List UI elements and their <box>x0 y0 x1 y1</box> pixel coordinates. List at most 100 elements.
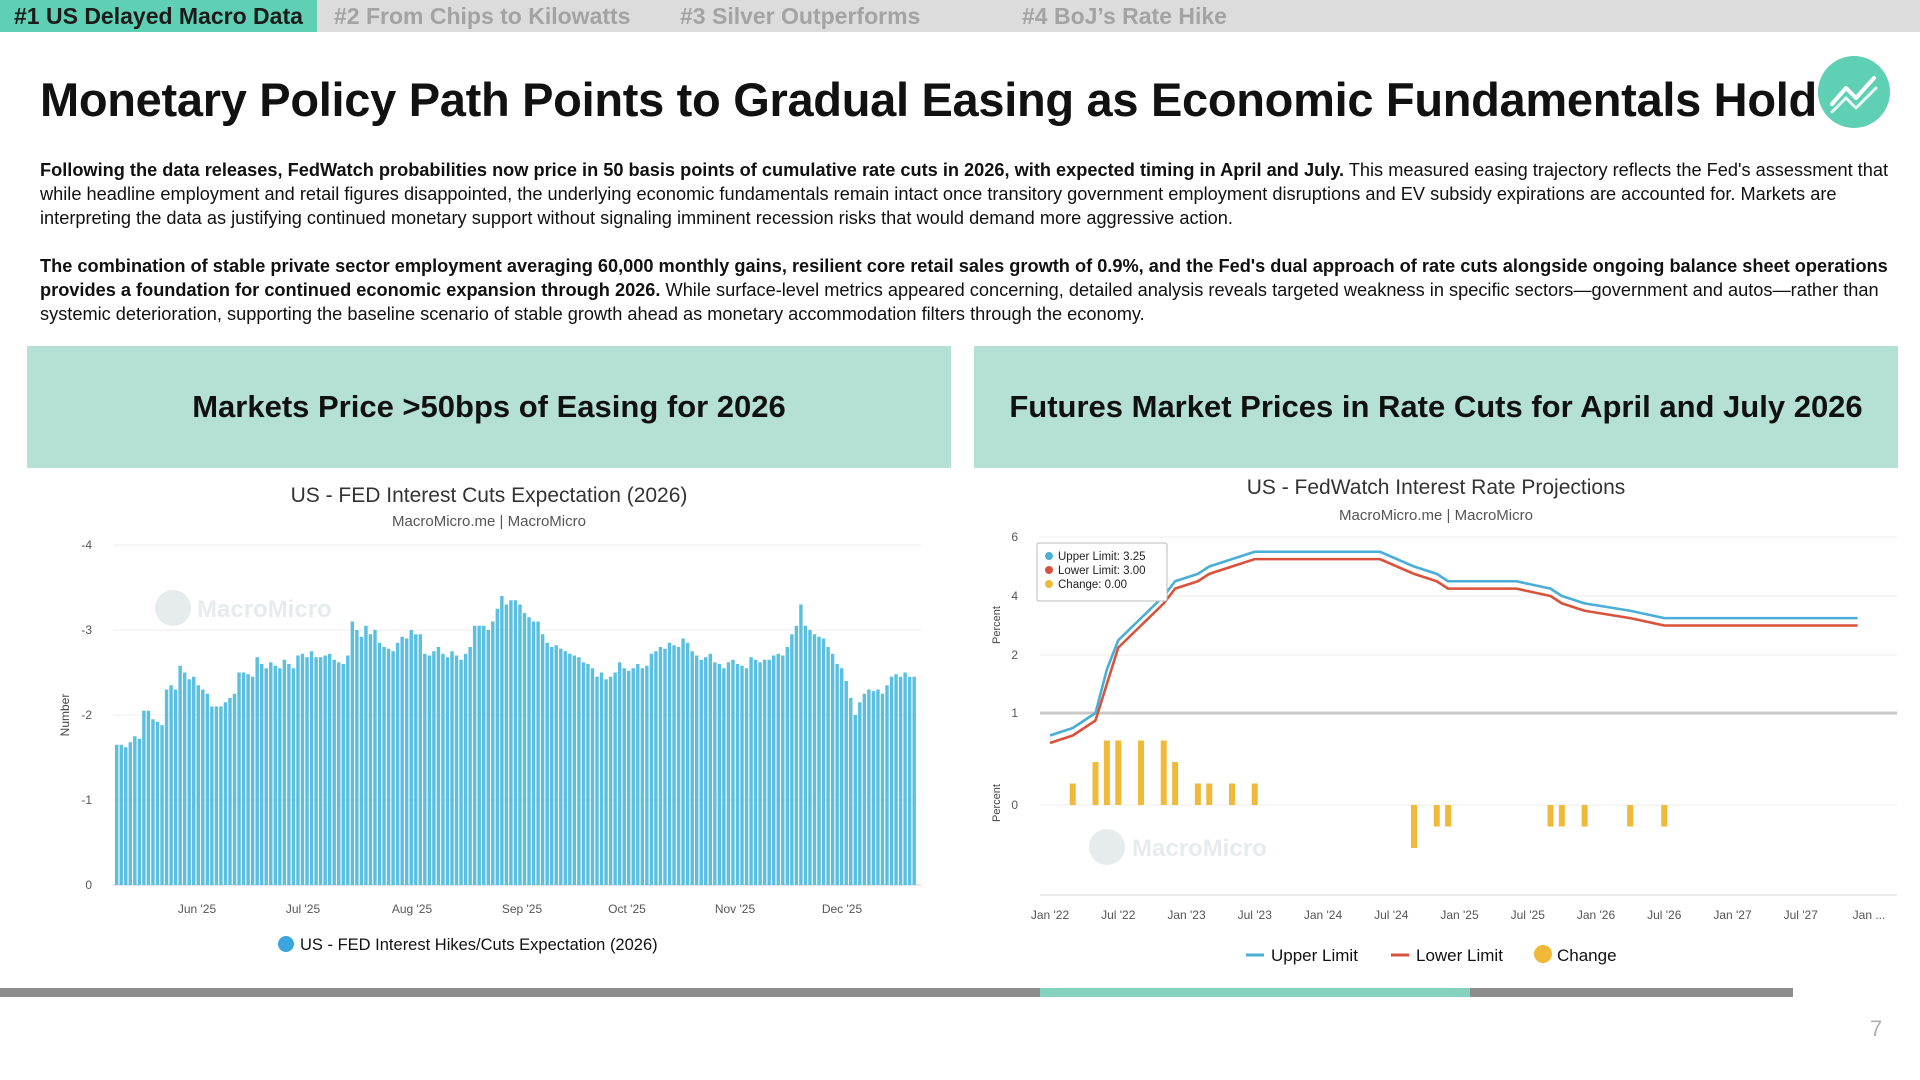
bar <box>273 665 278 885</box>
bar <box>740 665 744 885</box>
bar-series <box>115 596 916 885</box>
bar <box>115 744 119 885</box>
bar <box>155 721 160 885</box>
bar <box>337 662 341 885</box>
x-tick-label: Jan ... <box>1853 908 1886 922</box>
tab-us-delayed-macro-data[interactable]: #1 US Delayed Macro Data <box>0 0 317 32</box>
watermark-text: MacroMicro <box>1132 835 1267 862</box>
bar <box>196 685 200 885</box>
bar <box>513 600 518 885</box>
change-bar <box>1558 805 1565 827</box>
bar <box>309 651 314 885</box>
x-tick-label: Jan '23 <box>1167 908 1206 922</box>
bar <box>617 662 622 885</box>
bar <box>663 648 667 885</box>
fed-cuts-chart-svg: US - FED Interest Cuts Expectation (2026… <box>58 484 921 954</box>
tab-boj-rate-hike[interactable]: #4 BoJ’s Rate Hike <box>1022 3 1227 29</box>
change-bar <box>1160 740 1167 805</box>
bar <box>187 679 191 885</box>
y-tick-label: 1 <box>1011 706 1018 720</box>
legend-change[interactable]: Change <box>1534 945 1617 965</box>
bar <box>250 676 255 885</box>
bar <box>627 670 631 885</box>
bar <box>894 674 898 885</box>
bar <box>423 653 427 885</box>
bar <box>124 747 128 885</box>
bar <box>450 651 454 885</box>
lower-limit-line <box>1049 557 1858 745</box>
bar <box>790 634 794 885</box>
x-tick-labels: Jun '25 Jul '25 Aug '25 Sep '25 Oct '25 Nov '… <box>178 902 863 916</box>
bar <box>400 636 404 885</box>
bar <box>160 725 164 885</box>
upper-limit-line <box>1049 550 1858 737</box>
limit-line-series <box>1049 550 1858 745</box>
change-bar <box>1115 740 1122 805</box>
bar <box>255 657 259 885</box>
legend-upper-limit[interactable]: Upper Limit <box>1246 946 1358 965</box>
presentation-progress-bar <box>0 988 1793 997</box>
change-bar <box>1229 783 1235 805</box>
bar <box>853 715 857 885</box>
bar <box>658 647 663 885</box>
bar <box>305 657 309 885</box>
tab-silver-outperforms[interactable]: #3 Silver Outperforms <box>680 3 921 29</box>
bar <box>749 657 753 885</box>
bar <box>758 662 762 885</box>
bar <box>509 600 513 885</box>
legend-lower-limit[interactable]: Lower Limit <box>1391 946 1503 965</box>
bar <box>482 625 486 885</box>
bar <box>205 693 210 885</box>
bar <box>278 668 282 885</box>
chart-subtitle: MacroMicro.me | MacroMicro <box>392 513 586 530</box>
bar <box>192 676 196 885</box>
watermark: MacroMicro <box>1089 829 1267 865</box>
bar <box>441 653 445 885</box>
x-tick-label: Jan '25 <box>1440 908 1479 922</box>
bar <box>690 651 694 885</box>
legend[interactable]: US - FED Interest Hikes/Cuts Expectation… <box>278 936 658 954</box>
bar <box>839 668 844 885</box>
bar <box>314 657 318 885</box>
bar <box>418 634 423 885</box>
bar <box>808 630 812 885</box>
bar <box>350 621 355 885</box>
bar <box>463 653 468 885</box>
bar <box>889 676 894 885</box>
x-tick-label: Jul '24 <box>1374 908 1409 922</box>
y-axis-label: Number <box>58 694 72 737</box>
bar <box>704 657 708 885</box>
chart-trend-icon <box>1818 56 1890 128</box>
tab-chips-to-kilowatts[interactable]: #2 From Chips to Kilowatts <box>334 3 631 29</box>
page-title: Monetary Policy Path Points to Gradual E… <box>40 73 1817 126</box>
bar <box>785 647 790 885</box>
body-paragraph-2-lead: The combination of stable private sector… <box>40 256 1888 300</box>
bar <box>259 664 264 885</box>
bar <box>781 655 785 885</box>
change-bar <box>1581 805 1588 827</box>
bar <box>817 636 821 885</box>
bar <box>395 642 400 885</box>
bar <box>173 689 178 885</box>
bar <box>219 706 223 885</box>
legend-upper-label: Upper Limit <box>1271 946 1358 965</box>
bar <box>246 674 250 885</box>
bar <box>210 706 214 885</box>
legend-change-label: Change <box>1557 946 1617 965</box>
body-paragraph-1: Following the data releases, FedWatch pr… <box>40 158 1890 230</box>
bar <box>391 651 395 885</box>
bar <box>445 657 450 885</box>
bar <box>223 702 228 885</box>
bar <box>264 668 268 885</box>
bar <box>119 744 123 885</box>
change-bar <box>1103 740 1110 805</box>
bar <box>636 664 640 885</box>
bar <box>318 657 323 885</box>
bar <box>436 647 441 885</box>
bar <box>581 662 586 885</box>
watermark-text: MacroMicro <box>197 596 332 623</box>
bar <box>645 665 649 885</box>
right-panel-header: Futures Market Prices in Rate Cuts for A… <box>974 346 1898 468</box>
bar <box>826 647 830 885</box>
bar <box>377 642 382 885</box>
